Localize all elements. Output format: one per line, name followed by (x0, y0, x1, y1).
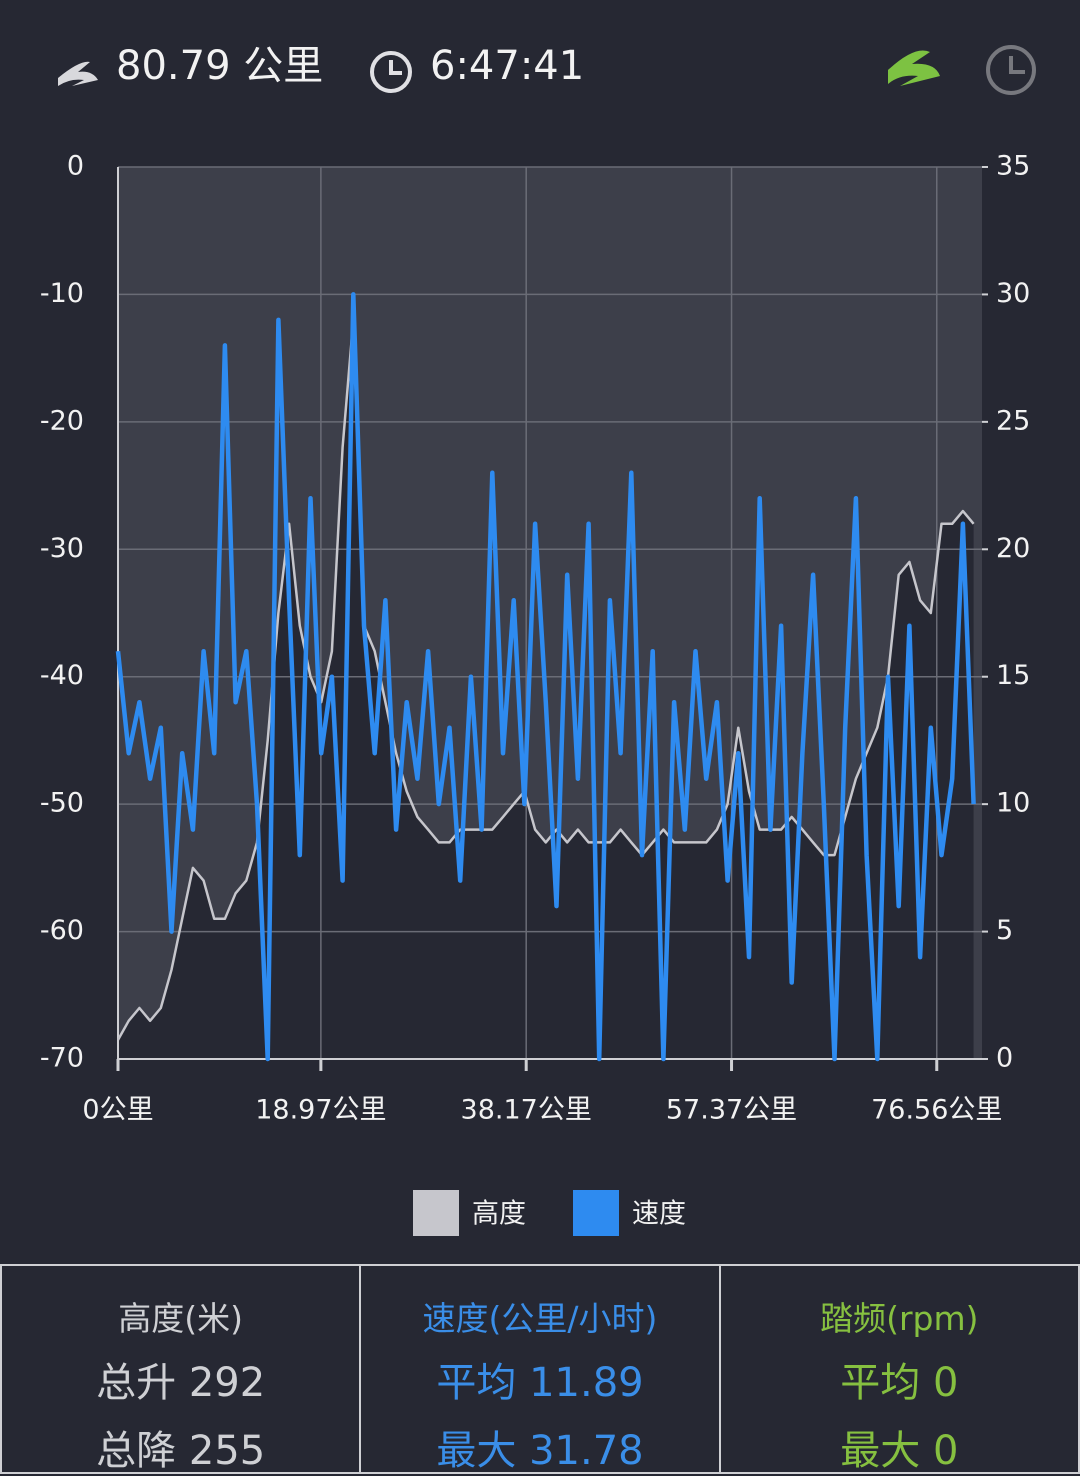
stat-value: 最大 31.78 (436, 1428, 644, 1474)
y2-tick-label: 30 (996, 278, 1030, 309)
y-tick-label: -20 (40, 405, 84, 436)
y2-tick-label: 15 (996, 660, 1030, 691)
legend-label: 速度 (632, 1199, 686, 1230)
stat-box: 高度(米) 总升 292 总降 255 (0, 1264, 360, 1474)
distance: 80.79 公里 (116, 43, 323, 89)
distance-toggle[interactable] (888, 50, 940, 86)
clock-hands (389, 60, 402, 75)
stat-value: 总降 255 (96, 1428, 266, 1474)
x-tick-label: 18.97公里 (255, 1095, 386, 1126)
y2-tick-label: 5 (996, 915, 1013, 946)
y2-tick-label: 35 (996, 151, 1030, 182)
series-line (116, 318, 975, 1041)
time-toggle[interactable] (986, 45, 1036, 95)
stat-value: 总升 292 (96, 1360, 266, 1406)
stat-value: 最大 0 (840, 1428, 959, 1474)
y-tick-label: -10 (40, 278, 84, 309)
clock-icon (370, 51, 412, 93)
altitude-area (118, 319, 974, 1059)
stat-title: 踏频(rpm) (820, 1299, 979, 1338)
time-toggle-hands (1009, 56, 1025, 74)
x-tick-label: 0公里 (82, 1095, 153, 1126)
stat-value: 平均 11.89 (436, 1360, 644, 1406)
stat-value: 平均 0 (840, 1360, 959, 1406)
y2-tick-label: 10 (996, 788, 1030, 819)
y-tick-label: 0 (67, 151, 84, 182)
x-tick-label: 76.56公里 (871, 1095, 1002, 1126)
y-tick-label: -70 (40, 1043, 84, 1074)
stat-box: 踏频(rpm) 平均 0 最大 0 (718, 1264, 1080, 1474)
y2-tick-label: 25 (996, 405, 1030, 436)
y-tick-label: -60 (40, 915, 84, 946)
y-tick-label: -30 (40, 533, 84, 564)
series-line (115, 292, 976, 1062)
stat-box: 速度(公里/小时) 平均 11.89 最大 31.78 (359, 1264, 719, 1474)
x-tick-label: 38.17公里 (461, 1095, 592, 1126)
y-tick-label: -50 (40, 788, 84, 819)
plot: 0 -10 -20 -30 -40 -50 -60 -70 35 30 25 20 15 10 5 0 0公里 1… (40, 151, 1030, 1126)
legend-label: 高度 (472, 1199, 526, 1230)
duration: 6:47:41 (430, 43, 584, 89)
stat-title: 速度(公里/小时) (422, 1299, 658, 1338)
x-tick-label: 57.37公里 (666, 1095, 797, 1126)
y-tick-label: -40 (40, 660, 84, 691)
y2-tick-label: 0 (996, 1043, 1013, 1074)
stat-title: 高度(米) (118, 1299, 244, 1338)
legend-swatch (413, 1190, 459, 1236)
stats: 高度(米) 总升 292 总降 255 速度(公里/小时) 平均 11.89 最… (0, 1264, 1080, 1474)
chart-screen: 80.79 公里 6:47:41 0 -10 -20 -30 -40 -50 -60 -70 3… (40, 43, 1036, 1236)
y2-tick-label: 20 (996, 533, 1030, 564)
distance-icon (58, 61, 98, 86)
legend-swatch (573, 1190, 619, 1236)
